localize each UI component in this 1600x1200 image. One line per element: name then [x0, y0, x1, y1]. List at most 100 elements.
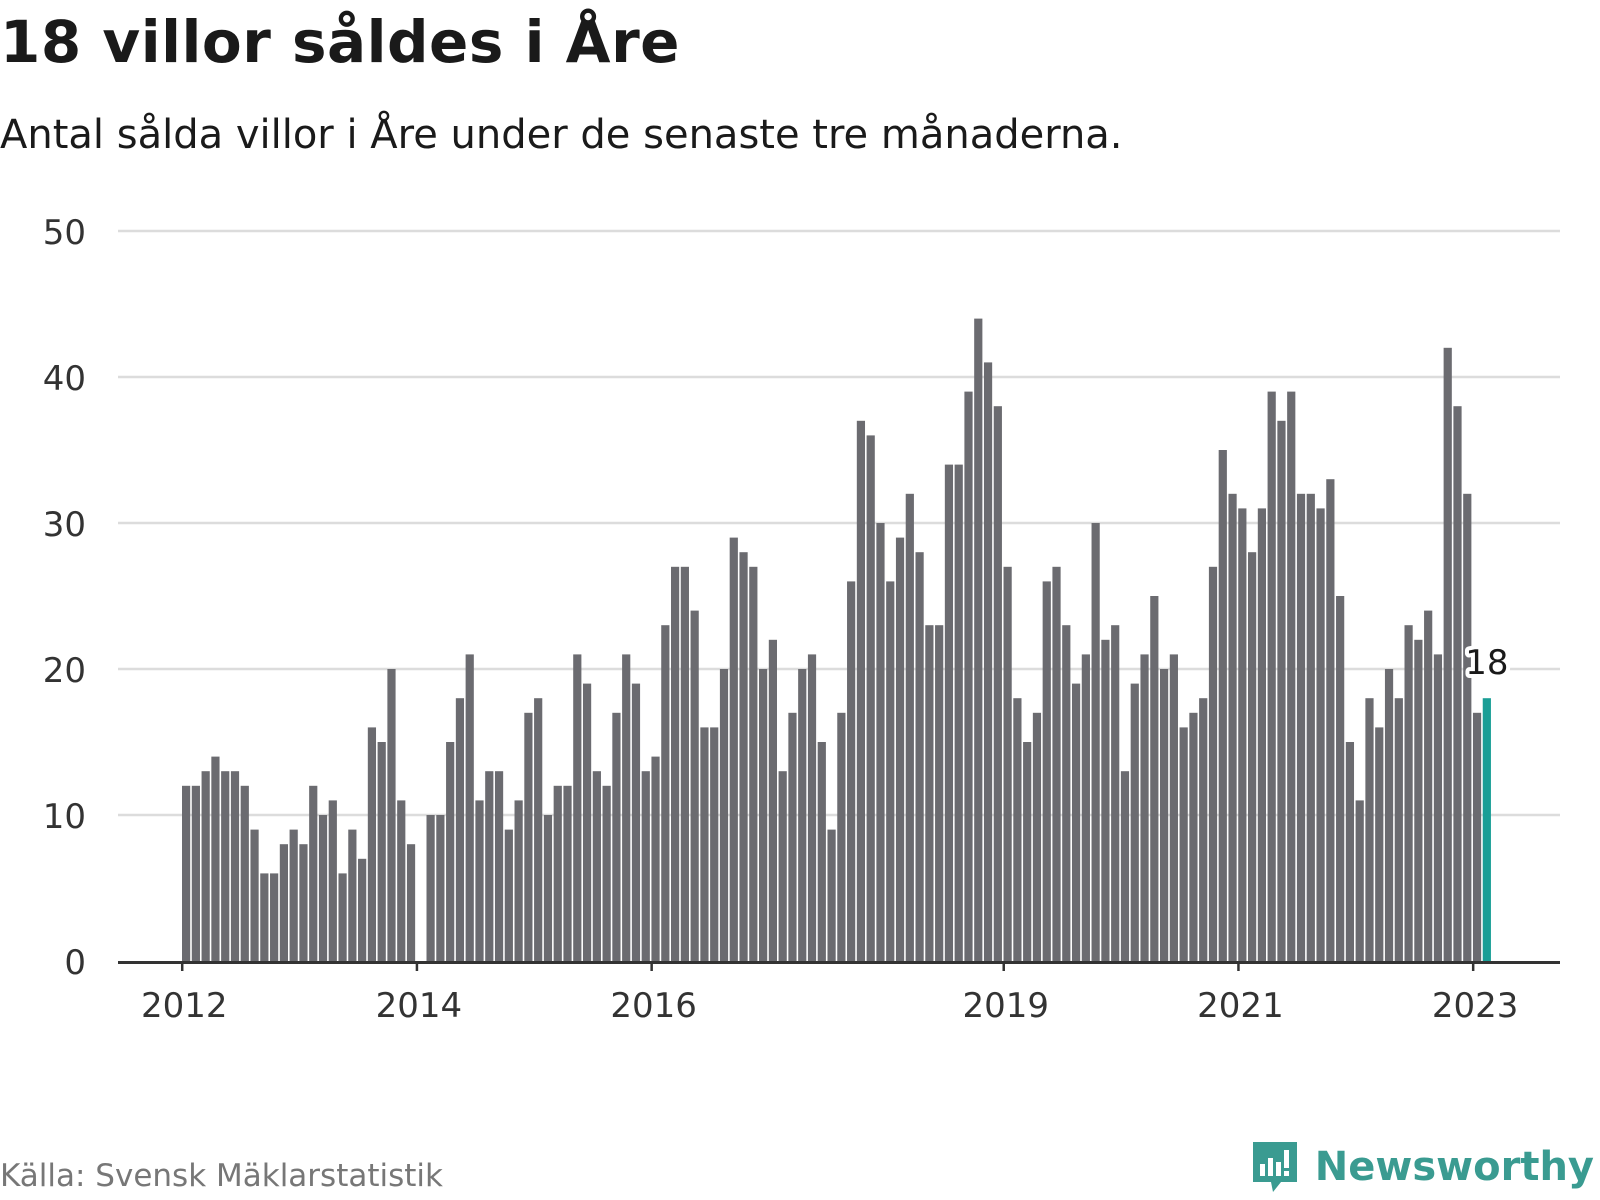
bar [690, 610, 699, 961]
bar [1023, 742, 1032, 961]
y-axis-ticks: 0 10 20 30 40 50 [43, 213, 86, 983]
bar [983, 362, 993, 961]
bar [475, 800, 484, 961]
bar [622, 654, 631, 961]
bar [504, 829, 513, 961]
bar [1160, 669, 1169, 961]
bar [358, 858, 367, 961]
bar [1228, 493, 1237, 961]
bar [1326, 479, 1335, 961]
bar [876, 523, 885, 961]
x-tick-label: 2014 [376, 986, 463, 1026]
bar [1414, 639, 1423, 961]
bar [1179, 727, 1188, 961]
chart-title: 18 villor såldes i Åre [0, 8, 681, 76]
bar [221, 771, 230, 961]
bar [954, 464, 963, 961]
bar [524, 712, 533, 961]
bar [1443, 347, 1452, 961]
bar [1042, 581, 1051, 961]
x-axis-ticks: 2012 2014 2016 2019 2021 2023 [141, 961, 1518, 1026]
bar [651, 756, 660, 961]
bar [1433, 654, 1443, 961]
bar [1120, 771, 1130, 961]
bar [534, 698, 543, 961]
newsworthy-logo-icon [1252, 1142, 1297, 1192]
bar [1003, 566, 1012, 961]
bar [837, 712, 846, 961]
bar [455, 698, 465, 961]
bar [1463, 493, 1472, 961]
bar [1296, 493, 1306, 961]
bar [553, 785, 562, 961]
bar [1130, 683, 1139, 961]
bar [201, 771, 210, 961]
y-tick-label: 0 [64, 943, 86, 983]
bar [318, 815, 328, 961]
bar [866, 435, 875, 961]
bar [367, 727, 377, 961]
bar [798, 669, 807, 961]
bar [925, 625, 934, 961]
bar [543, 815, 553, 961]
bar [974, 318, 983, 962]
bar [1277, 420, 1286, 961]
bar [494, 771, 504, 961]
y-tick-label: 30 [43, 505, 86, 545]
bar [1248, 552, 1257, 961]
bar [377, 742, 386, 961]
brand[interactable]: Newsworthy [1249, 1138, 1594, 1196]
bar [191, 785, 200, 961]
bar [260, 873, 269, 961]
bar [993, 406, 1002, 961]
bar [602, 785, 611, 961]
bar [749, 566, 758, 961]
bar [1140, 654, 1149, 961]
bar-chart: 0 10 20 30 40 50 2012 2014 2016 2019 2021 2023 18 [43, 213, 1560, 1026]
x-tick-label: 2016 [610, 986, 697, 1026]
y-tick-label: 10 [43, 797, 86, 837]
bar [905, 493, 914, 961]
y-tick-label: 20 [43, 651, 86, 691]
bar [426, 815, 435, 961]
bar [1267, 391, 1276, 962]
bar [582, 683, 592, 961]
bar [436, 815, 445, 961]
chart-subtitle: Antal sålda villor i Åre under de senast… [0, 112, 1123, 158]
bar [1032, 712, 1042, 961]
bar [944, 464, 954, 961]
bar [671, 566, 680, 961]
bars [182, 318, 1491, 962]
bar [788, 712, 797, 961]
bar [778, 771, 787, 961]
x-tick-label: 2023 [1432, 986, 1519, 1026]
bar [182, 785, 191, 961]
annotations: 18 [1461, 639, 1512, 687]
bar [338, 873, 347, 961]
bar [1013, 698, 1022, 961]
bar [856, 420, 866, 961]
bar [1257, 508, 1266, 961]
bar [1424, 610, 1433, 961]
bar [700, 727, 709, 961]
bar [250, 829, 259, 961]
bar [1052, 566, 1061, 961]
bar [631, 683, 641, 961]
bar [641, 771, 650, 961]
bar [299, 844, 308, 961]
bar [1208, 566, 1218, 961]
bar [1101, 639, 1110, 961]
bar [328, 800, 337, 961]
bar [465, 654, 474, 961]
bar [886, 581, 895, 961]
bar [680, 566, 689, 961]
bar [935, 625, 944, 961]
bar [1404, 625, 1413, 961]
brand-name: Newsworthy [1314, 1144, 1594, 1190]
bar [563, 785, 572, 961]
value-annotation: 18 [1465, 643, 1508, 683]
bar [827, 829, 836, 961]
bar [279, 844, 288, 961]
bar [1365, 698, 1374, 961]
bar [807, 654, 817, 961]
